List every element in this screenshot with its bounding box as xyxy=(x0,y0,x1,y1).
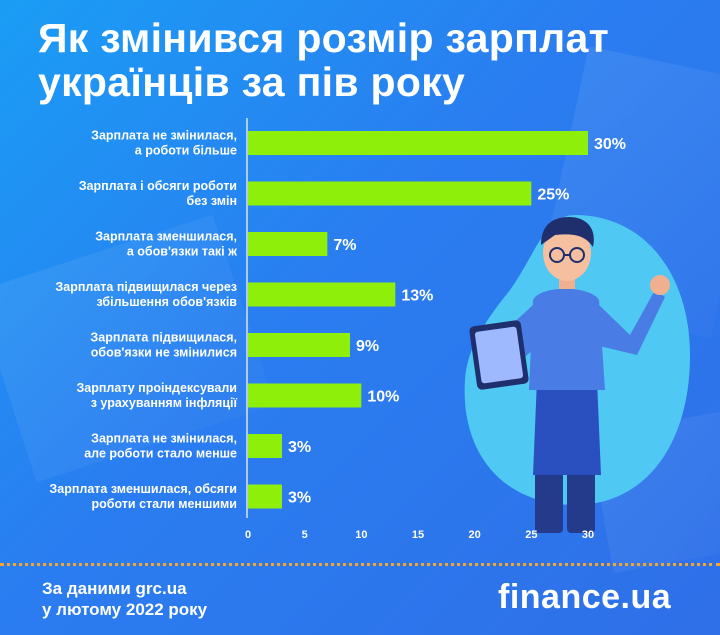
x-tick-label-1: 5 xyxy=(302,529,308,541)
x-tick-label-4: 20 xyxy=(469,529,481,541)
category-label-0-line-1: а роботи більше xyxy=(135,144,237,158)
value-label-1: 25% xyxy=(537,187,569,204)
category-label-3-line-0: Зарплата підвищилася через xyxy=(55,280,237,294)
category-label-4-line-0: Зарплата підвищилася, xyxy=(90,331,237,345)
value-label-5: 10% xyxy=(367,389,399,406)
category-label-1-line-1: без змін xyxy=(186,194,237,208)
bar-5 xyxy=(248,383,362,408)
value-label-7: 3% xyxy=(288,490,311,507)
category-label-2-line-1: а обов'язки такі ж xyxy=(127,245,237,259)
bar-7 xyxy=(248,484,282,509)
value-label-4: 9% xyxy=(356,338,379,355)
bar-3 xyxy=(248,282,396,307)
category-label-3-line-1: збільшення обов'язків xyxy=(96,295,237,309)
category-label-5-line-1: з урахуванням інфляції xyxy=(91,396,238,410)
title-line-1: Як змінився розмір зарплат xyxy=(38,15,609,61)
brand-logo: finance.ua xyxy=(498,578,672,616)
page-title: Як змінився розмір зарплат українців за … xyxy=(38,16,698,104)
category-label-7-line-0: Зарплата зменшилася, обсяги xyxy=(49,482,237,496)
x-tick-label-6: 30 xyxy=(582,529,594,541)
value-label-6: 3% xyxy=(288,439,311,456)
bar-2 xyxy=(248,232,328,256)
category-label-1-line-0: Зарплата і обсяги роботи xyxy=(79,179,237,193)
source-line-2: у лютому 2022 року xyxy=(42,600,208,619)
category-label-6-line-1: але роботи стало менше xyxy=(84,447,237,461)
x-tick-label-5: 25 xyxy=(525,529,537,541)
category-label-2-line-0: Зарплата зменшилася, xyxy=(95,230,237,244)
value-label-2: 7% xyxy=(333,237,356,254)
value-label-3: 13% xyxy=(401,288,433,305)
x-tick-label-2: 10 xyxy=(355,529,367,541)
footer-divider xyxy=(0,563,720,566)
bar-4 xyxy=(248,333,350,357)
person-illustration xyxy=(464,215,690,533)
bar-6 xyxy=(248,434,282,458)
source-line-1: За даними grc.ua xyxy=(42,579,187,598)
category-label-4-line-1: обов'язки не змінилися xyxy=(91,346,237,360)
bar-chart: 30%Зарплата не змінилася,а роботи більше… xyxy=(49,129,626,541)
category-label-6-line-0: Зарплата не змінилася, xyxy=(91,432,237,446)
x-tick-label-0: 0 xyxy=(245,529,251,541)
x-tick-label-3: 15 xyxy=(412,529,424,541)
x-axis-ticks: 0 5 10 15 20 25 30 xyxy=(245,529,594,541)
bars-group: 30%Зарплата не змінилася,а роботи більше… xyxy=(49,129,626,512)
title-line-2: українців за пів року xyxy=(38,59,466,105)
category-label-5-line-0: Зарплату проіндексували xyxy=(76,381,237,395)
bar-0 xyxy=(248,131,588,155)
source-note: За даними grc.ua у лютому 2022 року xyxy=(42,578,207,620)
category-label-0-line-0: Зарплата не змінилася, xyxy=(91,129,237,143)
category-label-7-line-1: роботи стали меншими xyxy=(91,497,237,511)
value-label-0: 30% xyxy=(594,136,626,153)
bar-1 xyxy=(248,181,532,206)
